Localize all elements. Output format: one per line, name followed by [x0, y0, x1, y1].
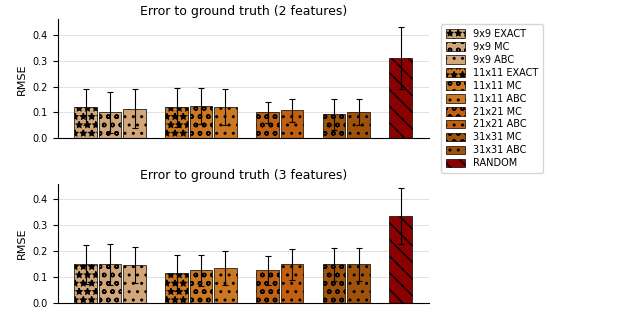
- Bar: [74, 264, 97, 303]
- Bar: [257, 270, 279, 303]
- Bar: [257, 112, 279, 138]
- Bar: [390, 216, 412, 303]
- Bar: [348, 112, 370, 138]
- Bar: [99, 264, 122, 303]
- Y-axis label: RMSE: RMSE: [17, 227, 27, 259]
- Bar: [390, 58, 412, 138]
- Bar: [190, 106, 212, 138]
- Bar: [190, 270, 212, 303]
- Bar: [323, 114, 346, 138]
- Bar: [281, 110, 303, 138]
- Bar: [165, 273, 188, 303]
- Legend: 9x9 EXACT, 9x9 MC, 9x9 ABC, 11x11 EXACT, 11x11 MC, 11x11 ABC, 21x21 MC, 21x21 AB: 9x9 EXACT, 9x9 MC, 9x9 ABC, 11x11 EXACT,…: [441, 24, 543, 173]
- Y-axis label: RMSE: RMSE: [17, 63, 27, 95]
- Bar: [214, 268, 237, 303]
- Bar: [74, 107, 97, 138]
- Bar: [124, 265, 146, 303]
- Bar: [99, 112, 122, 138]
- Title: Error to ground truth (3 features): Error to ground truth (3 features): [140, 169, 347, 183]
- Bar: [323, 264, 346, 303]
- Title: Error to ground truth (2 features): Error to ground truth (2 features): [140, 5, 347, 18]
- Bar: [124, 109, 146, 138]
- Bar: [348, 264, 370, 303]
- Bar: [165, 107, 188, 138]
- Bar: [281, 264, 303, 303]
- Bar: [214, 107, 237, 138]
